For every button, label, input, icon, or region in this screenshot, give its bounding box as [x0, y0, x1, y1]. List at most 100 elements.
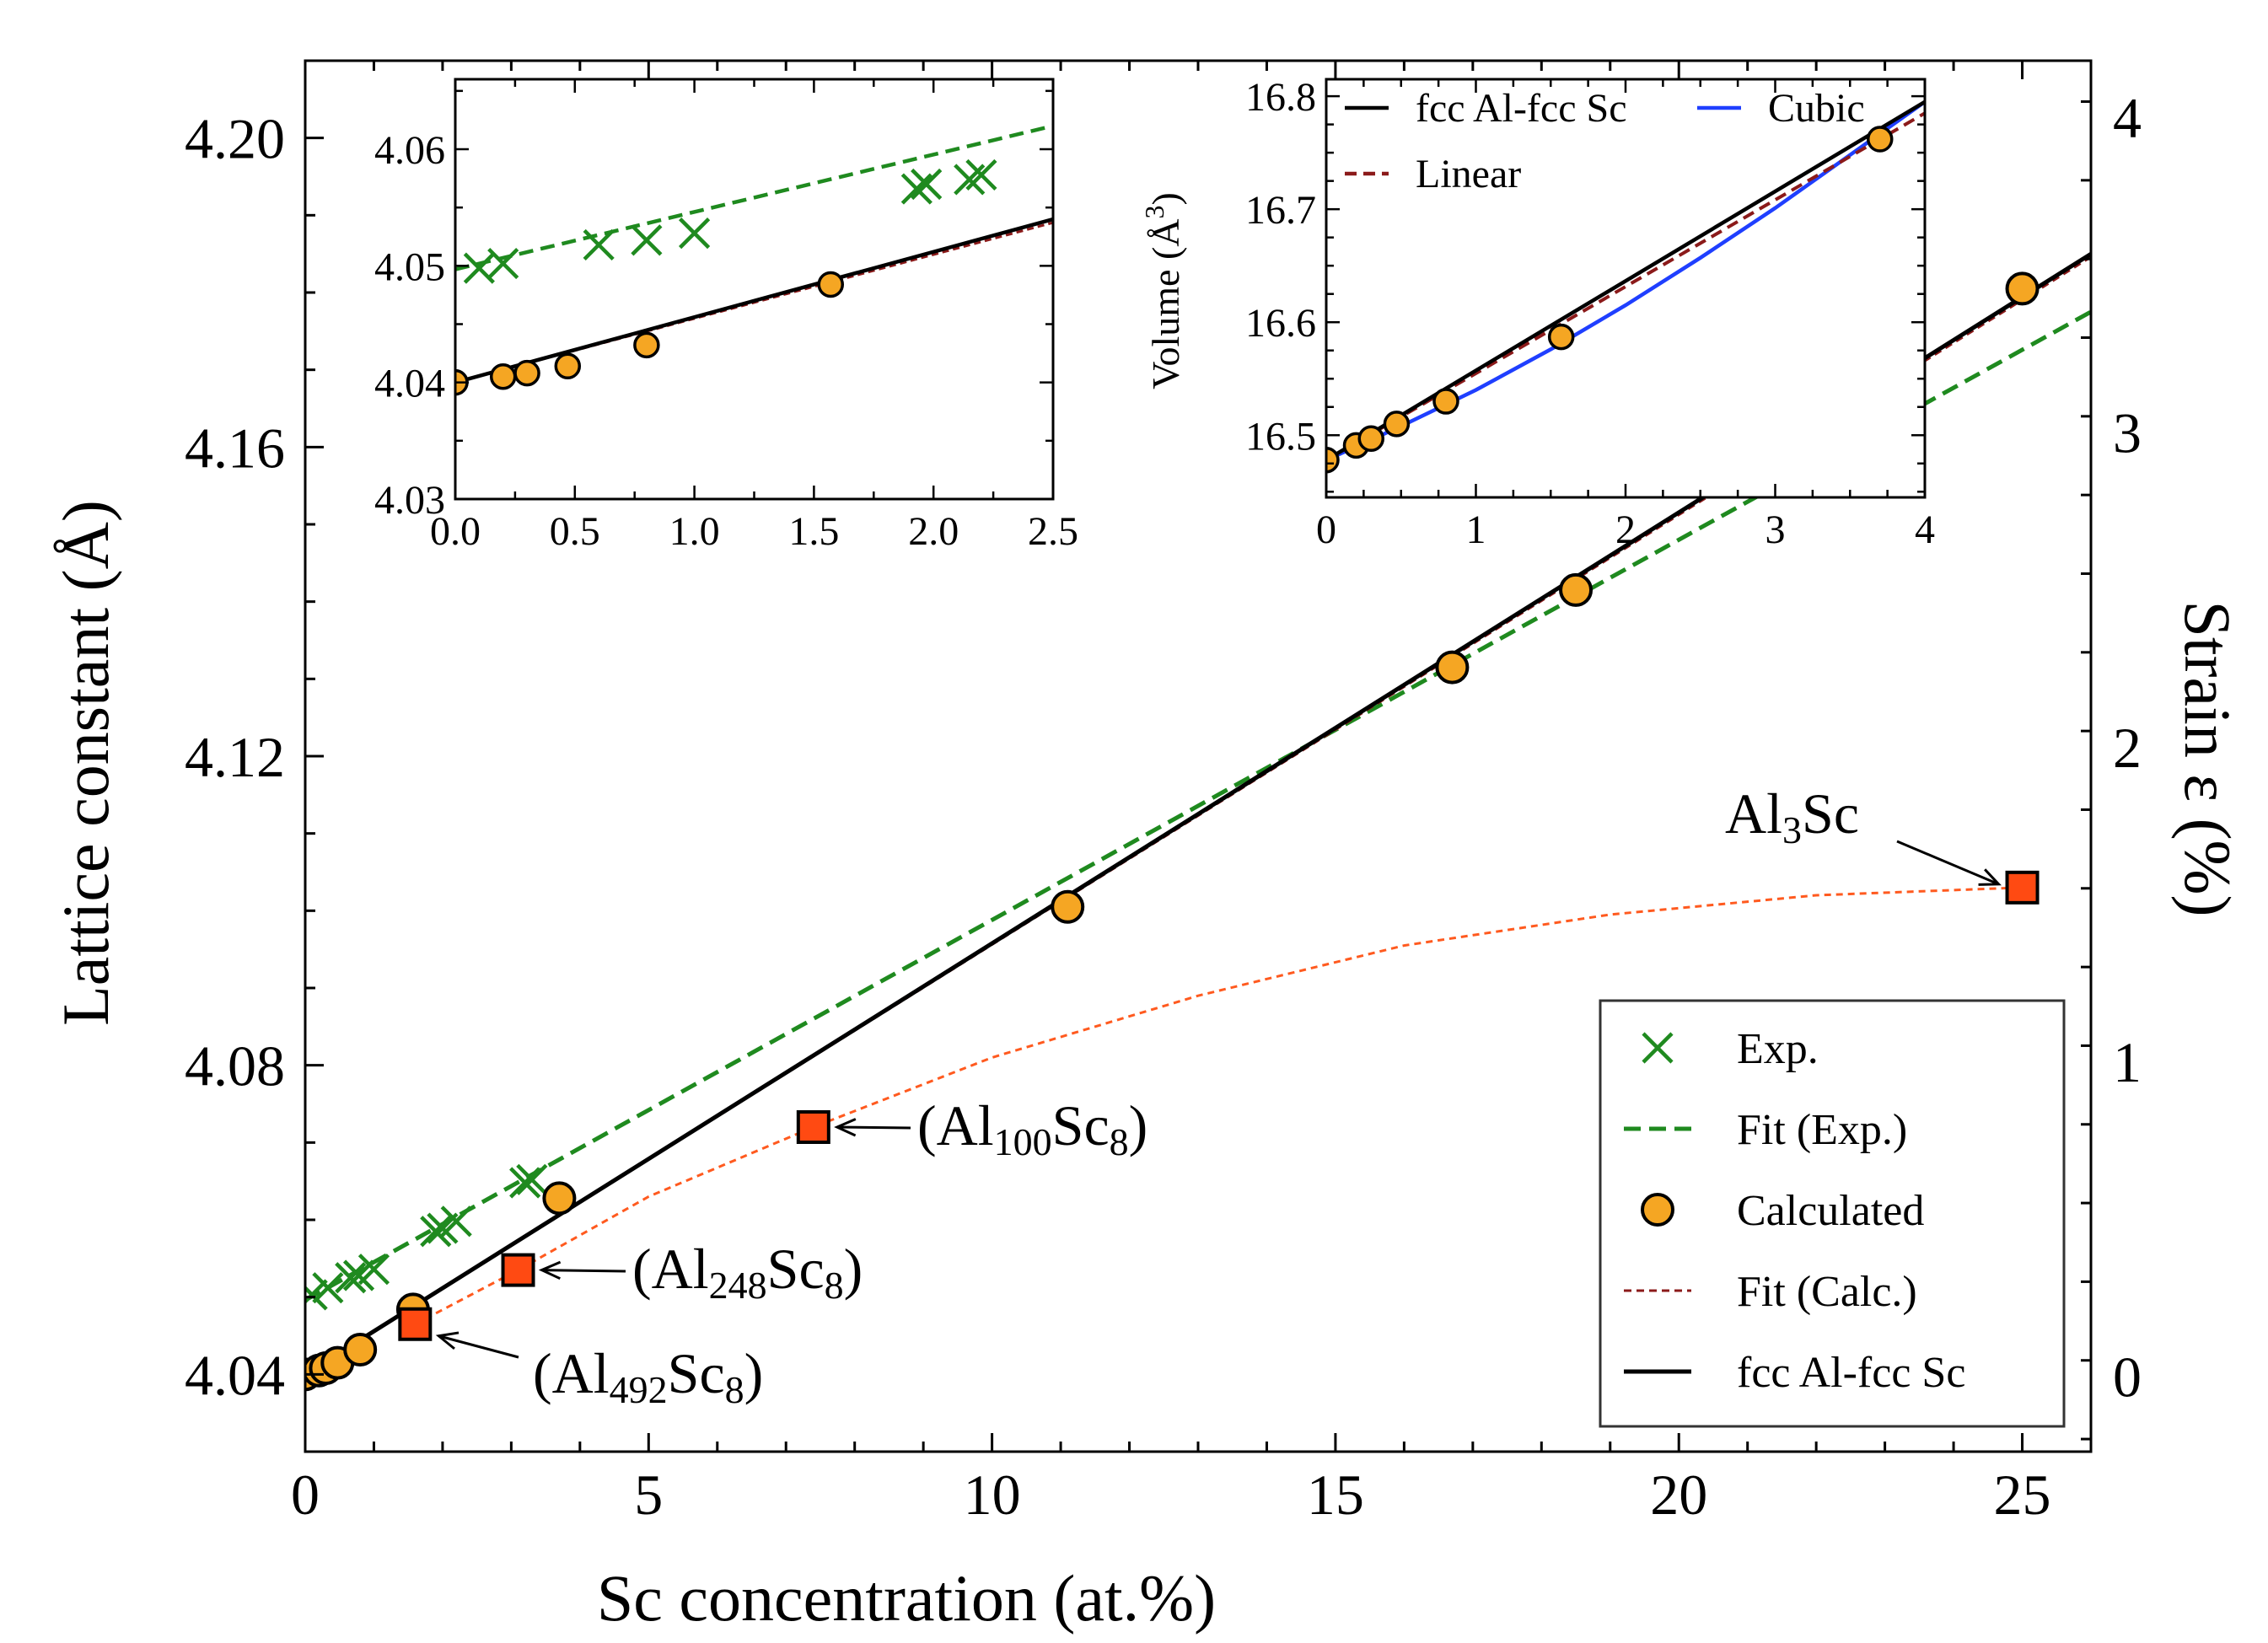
- annotation-part: (Al: [533, 1341, 610, 1405]
- calc-point: [2005, 271, 2040, 306]
- inset-right-fcc: [1326, 99, 1925, 462]
- legend-label: Calculated: [1737, 1187, 1924, 1235]
- inset-right-x-tick-label: 1: [1466, 507, 1486, 552]
- y-tick-label-right: 3: [2113, 400, 2142, 464]
- y-tick-label: 4.04: [185, 1343, 285, 1407]
- inset-left-fit-exp: [455, 124, 1053, 271]
- inset-right-x-tick-label: 3: [1765, 507, 1786, 552]
- inset-left-x-tick-label: 0.5: [550, 509, 600, 554]
- annotation-part: 248: [709, 1264, 767, 1307]
- inset-right-calc-point: [1547, 323, 1575, 351]
- annotation-arrowhead: [435, 1331, 460, 1350]
- legend-label: Exp.: [1737, 1025, 1819, 1073]
- x-tick-label: 0: [291, 1463, 320, 1527]
- inset-left-calc-point: [489, 363, 517, 390]
- annotation-arrowhead: [538, 1260, 562, 1281]
- annotation-label: (Al248Sc8): [632, 1237, 863, 1307]
- annotation-arrow: [836, 1125, 911, 1130]
- exp-point: [305, 1279, 328, 1311]
- y-tick-label: 4.16: [185, 416, 285, 480]
- inset-right-y-tick-label: 16.7: [1245, 188, 1316, 233]
- inset-left-exp-point: [965, 158, 997, 191]
- exp-point: [335, 1262, 367, 1294]
- annotation-part: 3: [1782, 808, 1802, 851]
- annotation-arrow: [1896, 840, 2000, 886]
- supercell-point: [501, 1253, 535, 1287]
- y-tick-label: 4.08: [185, 1034, 285, 1098]
- inset-right-legend-label: fcc Al-fcc Sc: [1416, 86, 1627, 131]
- annotation-part: 8: [725, 1368, 744, 1411]
- inset-left-y-tick-label: 4.03: [374, 478, 445, 523]
- supercell-trend-line: [414, 886, 2023, 1326]
- annotation-part: ): [744, 1341, 764, 1405]
- x-tick-label: 5: [634, 1463, 663, 1527]
- annotation-part: Sc: [1802, 781, 1859, 846]
- calc-point: [1559, 572, 1594, 607]
- legend-box: [1599, 999, 2066, 1428]
- inset-left-series: [455, 124, 1053, 396]
- annotation-part: Sc: [1052, 1093, 1110, 1157]
- y-tick-label: 4.20: [185, 107, 285, 171]
- calc-point: [542, 1181, 577, 1216]
- main-plot-axes: 0 5 10 15 20 25 4.04 4.08 4.12 4.16 4.20 0 1 2 3 4: [185, 59, 2142, 1527]
- annotation-part: ): [1129, 1093, 1148, 1157]
- legend-label: Fit (Exp.): [1737, 1106, 1907, 1154]
- calc-point: [1051, 889, 1085, 924]
- inset-left-y-tick-label: 4.05: [374, 244, 445, 289]
- inset-left-calc-point: [817, 271, 845, 298]
- annotation-part: (Al: [632, 1237, 709, 1301]
- inset-right-calc-point: [1432, 388, 1459, 415]
- annotation-part: Sc: [668, 1341, 725, 1405]
- y-tick-label-right: 2: [2113, 716, 2142, 780]
- inset-right-x-tick-label: 4: [1915, 507, 1935, 552]
- exp-point: [420, 1216, 452, 1248]
- exp-point: [440, 1205, 472, 1238]
- annotation-label: (Al100Sc8): [917, 1093, 1147, 1163]
- x-tick-label: 20: [1650, 1463, 1707, 1527]
- inset-left-x-tick-label: 1.0: [669, 509, 720, 554]
- inset-left-y-tick-label: 4.04: [374, 362, 445, 406]
- y-tick-label-right: 1: [2113, 1030, 2142, 1094]
- inset-right-series: [1326, 99, 1925, 474]
- inset-right-legend-label: Cubic: [1768, 86, 1865, 131]
- inset-left-x-tick-label: 2.0: [908, 509, 959, 554]
- inset-right-x-tick-label: 0: [1316, 507, 1336, 552]
- supercell-point: [796, 1110, 830, 1144]
- x-tick-label: 15: [1307, 1463, 1364, 1527]
- inset-right-legend-label: Linear: [1416, 152, 1521, 196]
- y-axis-label-right: Strain ε (%): [2171, 601, 2244, 917]
- inset-left-x-tick-label: 1.5: [788, 509, 839, 554]
- x-tick-label: 10: [964, 1463, 1021, 1527]
- inset-left-exp-point: [487, 247, 519, 280]
- exp-point: [312, 1272, 344, 1304]
- supercell-point: [2005, 870, 2040, 905]
- inset-left-exp-point: [679, 217, 711, 250]
- exp-point: [357, 1254, 390, 1286]
- annotation-label: (Al492Sc8): [533, 1341, 763, 1411]
- inset-left-exp-point: [900, 173, 932, 205]
- inset-left-exp-point: [583, 228, 615, 261]
- y-tick-label: 4.12: [185, 725, 285, 789]
- calc-point: [343, 1333, 378, 1366]
- inset-right-x-tick-label: 2: [1615, 507, 1636, 552]
- inset-left-calc-point: [633, 331, 660, 359]
- main-legend: Exp. Fit (Exp.) Calculated Fit (Calc.) fcc A…: [1599, 999, 2066, 1428]
- inset-left-x-tick-label: 0.0: [430, 509, 481, 554]
- annotation-label: Al3Sc: [1725, 781, 1859, 851]
- annotation-part: (Al: [917, 1093, 994, 1157]
- annotation-part: 100: [994, 1120, 1052, 1163]
- legend-swatch-calc: [1641, 1193, 1674, 1227]
- annotation-part: 492: [610, 1368, 668, 1411]
- calc-point: [1435, 650, 1470, 685]
- legend-label: fcc Al-fcc Sc: [1737, 1349, 1965, 1397]
- inset-left-calc-point: [554, 352, 582, 380]
- inset-volume-label: Volume (Å3): [1139, 192, 1187, 389]
- fit-exp-line: [305, 309, 2091, 1302]
- inset-left-calc-point: [513, 359, 540, 387]
- x-tick-label: 25: [1994, 1463, 2051, 1527]
- y-tick-label-right: 4: [2113, 86, 2142, 150]
- inset-left-fcc: [455, 217, 1053, 384]
- inset-right-y-tick-label: 16.5: [1245, 414, 1316, 459]
- inset-right-y-tick-label: 16.8: [1245, 75, 1316, 120]
- inset-right-calc-point: [1357, 425, 1384, 453]
